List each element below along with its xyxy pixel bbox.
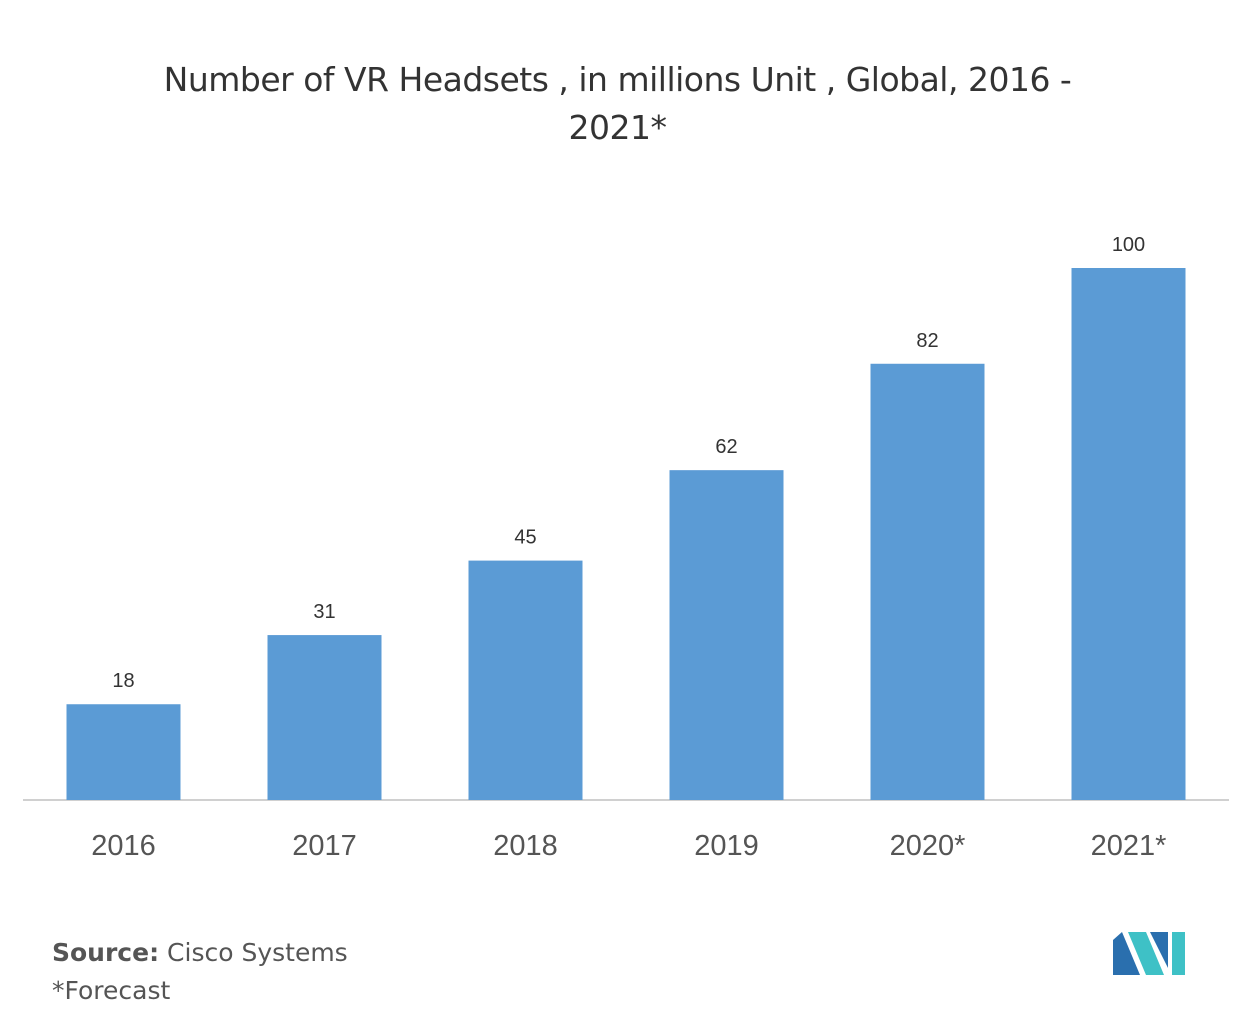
source-label: Source: [52, 938, 160, 967]
x-tick-label: 2017 [292, 830, 357, 862]
bar [66, 704, 181, 800]
bar [1071, 268, 1186, 800]
footnote: *Forecast [52, 976, 171, 1005]
x-tick-label: 2019 [694, 830, 759, 862]
value-label: 62 [715, 436, 737, 458]
bar [468, 560, 583, 800]
x-tick-label: 2018 [493, 830, 558, 862]
chart-title: Number of VR Headsets , in millions Unit… [163, 60, 1072, 147]
bar [669, 470, 784, 800]
source-text: Cisco Systems [167, 938, 348, 967]
value-label: 45 [514, 527, 536, 549]
value-label: 100 [1112, 234, 1145, 256]
x-tick-label: 2016 [91, 830, 156, 862]
value-label: 82 [916, 330, 938, 352]
value-label: 18 [112, 670, 134, 692]
source: Source: Cisco Systems [52, 938, 348, 967]
x-tick-label: 2021* [1091, 830, 1167, 862]
bar [870, 363, 985, 800]
bar [267, 635, 382, 800]
logo [1113, 932, 1185, 975]
value-label: 31 [313, 601, 335, 623]
x-tick-label: 2020* [890, 830, 966, 862]
